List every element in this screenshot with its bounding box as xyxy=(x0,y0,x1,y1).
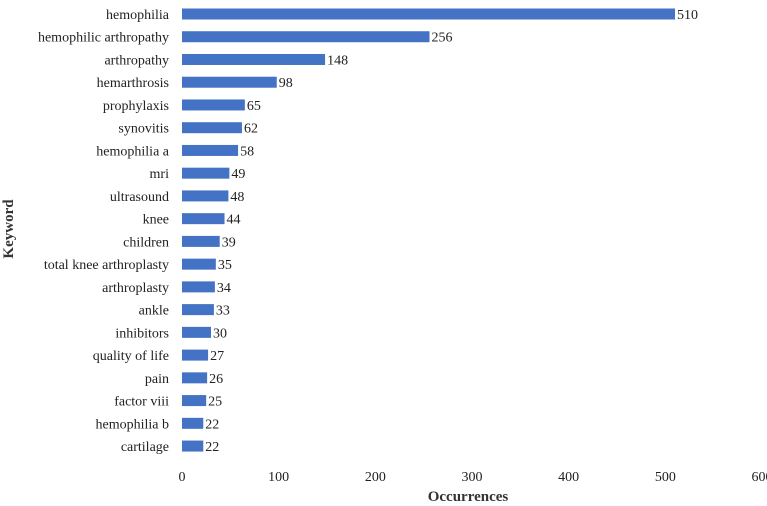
data-label-3: 98 xyxy=(279,76,293,91)
bar-4 xyxy=(182,99,245,111)
bar-17 xyxy=(182,395,207,407)
bar-13 xyxy=(182,304,214,316)
category-label-18: hemophilia b xyxy=(96,417,170,432)
category-label-17: factor viii xyxy=(114,395,169,410)
data-label-11: 35 xyxy=(218,258,232,273)
bar-2 xyxy=(182,53,326,65)
data-label-15: 27 xyxy=(210,349,224,364)
data-label-17: 25 xyxy=(208,395,222,410)
category-label-13: ankle xyxy=(139,304,169,319)
data-label-8: 48 xyxy=(230,190,244,205)
x-tick-label-4: 400 xyxy=(558,470,579,485)
bar-1 xyxy=(182,31,430,43)
x-tick-label-3: 300 xyxy=(462,470,483,485)
data-label-2: 148 xyxy=(327,53,348,68)
data-label-18: 22 xyxy=(205,417,219,432)
data-label-16: 26 xyxy=(209,372,223,387)
bar-6 xyxy=(182,144,239,156)
bar-8 xyxy=(182,190,229,202)
bars-group xyxy=(182,8,676,452)
data-label-12: 34 xyxy=(217,281,231,296)
data-label-4: 65 xyxy=(247,99,261,114)
category-label-3: hemarthrosis xyxy=(97,76,169,91)
x-axis-ticks-group: 0 100 200 300 400 500 600 xyxy=(179,470,767,485)
data-label-7: 49 xyxy=(231,167,245,182)
category-label-1: hemophilic arthropathy xyxy=(38,31,169,46)
category-label-11: total knee arthroplasty xyxy=(44,258,169,273)
category-label-12: arthroplasty xyxy=(102,281,169,296)
bar-18 xyxy=(182,417,204,429)
bar-5 xyxy=(182,122,242,134)
bar-15 xyxy=(182,349,209,361)
data-label-9: 44 xyxy=(227,213,241,228)
category-label-5: synovitis xyxy=(118,122,169,137)
category-label-2: arthropathy xyxy=(104,53,169,68)
bar-16 xyxy=(182,372,208,384)
category-label-10: children xyxy=(123,235,169,250)
data-label-1: 256 xyxy=(431,31,452,46)
category-labels-group: hemophilia hemophilic arthropathy arthropa… xyxy=(38,8,170,455)
data-label-5: 62 xyxy=(244,122,258,137)
category-label-4: prophylaxis xyxy=(103,99,169,114)
bar-14 xyxy=(182,326,211,338)
x-tick-label-5: 500 xyxy=(655,470,676,485)
x-axis-title: Occurrences xyxy=(428,489,509,505)
bar-7 xyxy=(182,167,230,179)
bar-10 xyxy=(182,235,220,247)
category-label-8: ultrasound xyxy=(110,190,169,205)
data-labels-group: 510 256 148 98 65 62 58 49 48 44 39 35 34 33 30 27 26 25 2… xyxy=(205,8,698,455)
bar-0 xyxy=(182,8,676,20)
category-label-14: inhibitors xyxy=(115,326,169,341)
category-label-15: quality of life xyxy=(93,349,169,364)
category-label-6: hemophilia a xyxy=(96,144,169,159)
data-label-10: 39 xyxy=(222,235,236,250)
y-axis-title: Keyword xyxy=(1,199,17,259)
bar-3 xyxy=(182,76,277,88)
category-label-19: cartilage xyxy=(121,440,169,455)
x-tick-label-6: 600 xyxy=(752,470,767,485)
x-tick-label-0: 0 xyxy=(179,470,186,485)
category-label-0: hemophilia xyxy=(106,8,170,23)
x-tick-label-1: 100 xyxy=(268,470,289,485)
data-label-13: 33 xyxy=(216,304,230,319)
category-label-16: pain xyxy=(145,372,169,387)
data-label-6: 58 xyxy=(240,144,254,159)
category-label-9: knee xyxy=(143,213,169,228)
data-label-14: 30 xyxy=(213,326,227,341)
bar-19 xyxy=(182,440,204,452)
category-label-7: mri xyxy=(150,167,170,182)
bar-11 xyxy=(182,258,216,270)
data-label-0: 510 xyxy=(677,8,698,23)
bar-9 xyxy=(182,213,225,225)
bar-12 xyxy=(182,281,215,293)
data-label-19: 22 xyxy=(205,440,219,455)
x-tick-label-2: 200 xyxy=(365,470,386,485)
